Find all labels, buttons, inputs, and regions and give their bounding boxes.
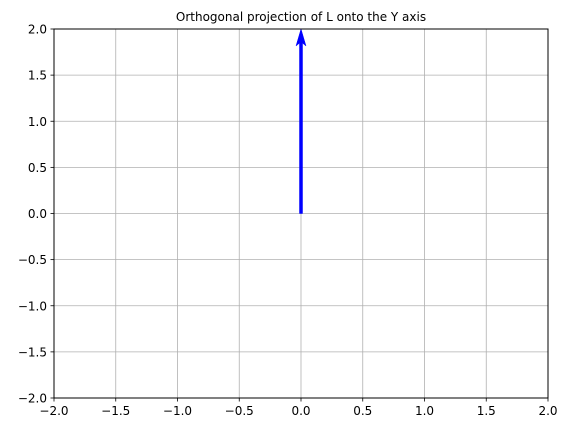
chart-title: Orthogonal projection of L onto the Y ax… <box>176 10 426 24</box>
y-tick-label: −1.5 <box>18 345 47 359</box>
x-axis: −2.0 −1.5 −1.0 −0.5 0.0 0.5 1.0 1.5 2.0 <box>39 398 558 418</box>
x-tick-label: −1.0 <box>163 404 192 418</box>
x-tick-label: −1.5 <box>101 404 130 418</box>
y-tick-label: −2.0 <box>18 392 47 406</box>
x-tick-label: 0.0 <box>291 404 310 418</box>
vectors <box>295 28 307 214</box>
y-tick-label: 0.0 <box>28 207 47 221</box>
y-tick-label: 1.0 <box>28 115 47 129</box>
y-tick-label: −0.5 <box>18 253 47 267</box>
y-tick-label: −1.0 <box>18 299 47 313</box>
y-axis: −2.0 −1.5 −1.0 −0.5 0.0 0.5 1.0 1.5 2.0 <box>18 23 54 406</box>
x-tick-label: −2.0 <box>39 404 68 418</box>
y-tick-label: 2.0 <box>28 23 47 37</box>
x-tick-label: 1.0 <box>415 404 434 418</box>
y-tick-label: 0.5 <box>28 161 47 175</box>
x-tick-label: 2.0 <box>538 404 557 418</box>
x-tick-label: 0.5 <box>353 404 372 418</box>
x-tick-label: −0.5 <box>225 404 254 418</box>
vector-arrow-projection-of-L <box>295 28 307 214</box>
x-tick-label: 1.5 <box>477 404 496 418</box>
y-tick-label: 1.5 <box>28 69 47 83</box>
